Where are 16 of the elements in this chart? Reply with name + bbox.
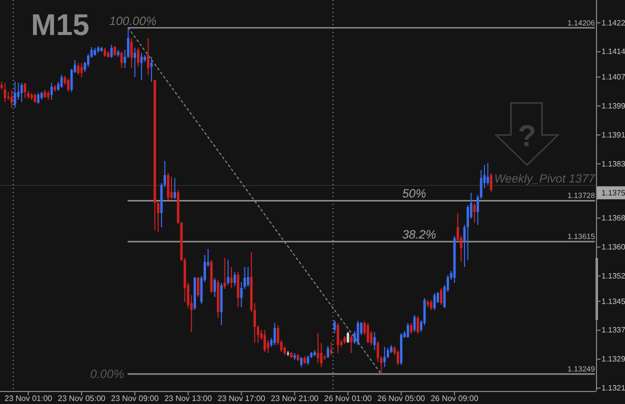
x-tick-label: 23 Nov 01:00 (4, 394, 53, 404)
series-label: 0.00% (90, 367, 125, 381)
x-tick-label: 23 Nov 09:00 (111, 394, 160, 404)
annotation: ? (518, 120, 536, 153)
x-tick-label: 23 Nov 17:00 (218, 394, 266, 404)
x-tick-label: 26 Nov 05:00 (377, 394, 426, 404)
x-tick-label: 23 Nov 13:00 (164, 394, 212, 404)
x-tick-label: 26 Nov 01:00 (324, 394, 372, 404)
series-label: 50% (402, 186, 427, 201)
x-tick-label: 23 Nov 21:00 (270, 394, 320, 404)
x-tick-label: 26 Nov 09:00 (430, 394, 479, 404)
series-label: 38.2% (402, 228, 437, 242)
ref-line-label: Weekly_Pivot 1377 (494, 172, 596, 186)
x-tick-label: 23 Nov 05:00 (58, 394, 106, 404)
chart-title: M15 (31, 9, 90, 42)
series-label: 100.00% (109, 14, 157, 28)
